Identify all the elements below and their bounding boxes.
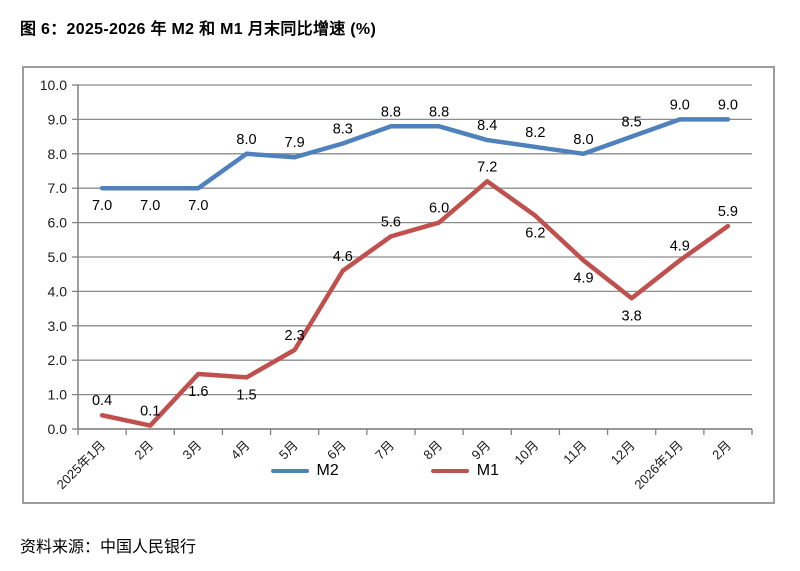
chart-area: 0.0 1.0 2.0 3.0 4.0 5.0 6.0 7.0 8.0 9.0 10.0 2025年1…	[22, 66, 775, 504]
data-label-m2: 7.0	[188, 198, 208, 214]
x-tick-label: 2月	[131, 438, 156, 463]
data-label-m1: 0.1	[140, 404, 160, 420]
y-tick-label: 3.0	[48, 318, 68, 334]
x-tick-label: 3月	[180, 438, 205, 463]
y-tick-label: 9.0	[48, 111, 68, 127]
y-tick-label: 4.0	[48, 283, 68, 299]
source-note: 资料来源：中国人民银行	[20, 539, 197, 556]
y-tick-label: 2.0	[48, 352, 68, 368]
data-label-m2: 8.2	[525, 125, 545, 141]
data-label-m1: 7.2	[477, 159, 497, 175]
legend-swatch-m1	[430, 469, 469, 473]
series-line-m2	[99, 117, 731, 191]
data-label-m1: 0.4	[92, 393, 112, 409]
x-tick-label: 7月	[372, 438, 397, 463]
x-tick-label: 11月	[560, 438, 589, 467]
x-tick-label: 5月	[276, 438, 301, 463]
data-label-m1: 1.5	[236, 387, 256, 403]
data-label-m1: 4.6	[333, 249, 353, 265]
data-label-m2: 7.9	[285, 135, 305, 151]
x-tick-label: 6月	[324, 438, 349, 463]
figure-title: 图 6：2025-2026 年 M2 和 M1 月末同比增速 (%)	[20, 21, 377, 38]
y-tick-label: 8.0	[48, 146, 68, 162]
x-tick-label: 10月	[511, 438, 541, 468]
data-label-m1: 6.0	[429, 201, 449, 217]
data-label-m2: 7.0	[92, 198, 112, 214]
data-label-m2: 8.0	[573, 132, 593, 148]
data-label-m1: 3.8	[622, 308, 642, 324]
data-label-m2: 8.5	[622, 115, 642, 131]
y-tick-label: 6.0	[48, 215, 68, 231]
data-label-m1: 2.3	[285, 328, 305, 344]
data-label-m2: 8.4	[477, 118, 497, 134]
y-tick-label: 5.0	[48, 249, 68, 265]
y-tick-label: 1.0	[48, 387, 68, 403]
data-label-m2: 7.0	[140, 198, 160, 214]
data-label-m2: 8.8	[429, 104, 449, 120]
data-label-m2: 9.0	[670, 97, 690, 113]
x-tick-label: 2月	[709, 438, 734, 463]
x-tick-label: 12月	[608, 438, 638, 468]
y-tick-label: 0.0	[48, 421, 68, 437]
x-tick-label: 8月	[420, 438, 445, 463]
data-label-m2: 9.0	[718, 97, 738, 113]
x-tick-label: 2026年1月	[631, 438, 686, 493]
data-label-m1: 6.2	[525, 226, 545, 242]
y-tick-label: 7.0	[48, 180, 68, 196]
data-label-m1: 4.9	[670, 238, 690, 254]
x-tick-label: 9月	[468, 438, 493, 463]
data-label-m2: 8.3	[333, 121, 353, 137]
data-label-m1: 5.9	[718, 204, 738, 220]
series-line-m1	[99, 179, 731, 428]
line-chart: 0.0 1.0 2.0 3.0 4.0 5.0 6.0 7.0 8.0 9.0 10.0 2025年1…	[40, 77, 753, 493]
data-label-m1: 4.9	[573, 270, 593, 286]
legend-item-m1: M1	[430, 462, 500, 480]
data-label-m2: 8.8	[381, 104, 401, 120]
x-tick-label: 4月	[228, 438, 253, 463]
legend-label-m2: M2	[316, 462, 339, 479]
legend-item-m2: M2	[270, 462, 339, 480]
x-tick-label: 2025年1月	[54, 438, 109, 493]
data-label-m2: 8.0	[236, 132, 256, 148]
data-label-m1: 1.6	[188, 384, 208, 400]
y-tick-label: 10.0	[40, 77, 67, 93]
legend-label-m1: M1	[476, 462, 500, 479]
chart-legend: M2 M1	[270, 462, 500, 480]
data-label-m1: 5.6	[381, 214, 401, 230]
legend-swatch-m2	[270, 469, 309, 473]
